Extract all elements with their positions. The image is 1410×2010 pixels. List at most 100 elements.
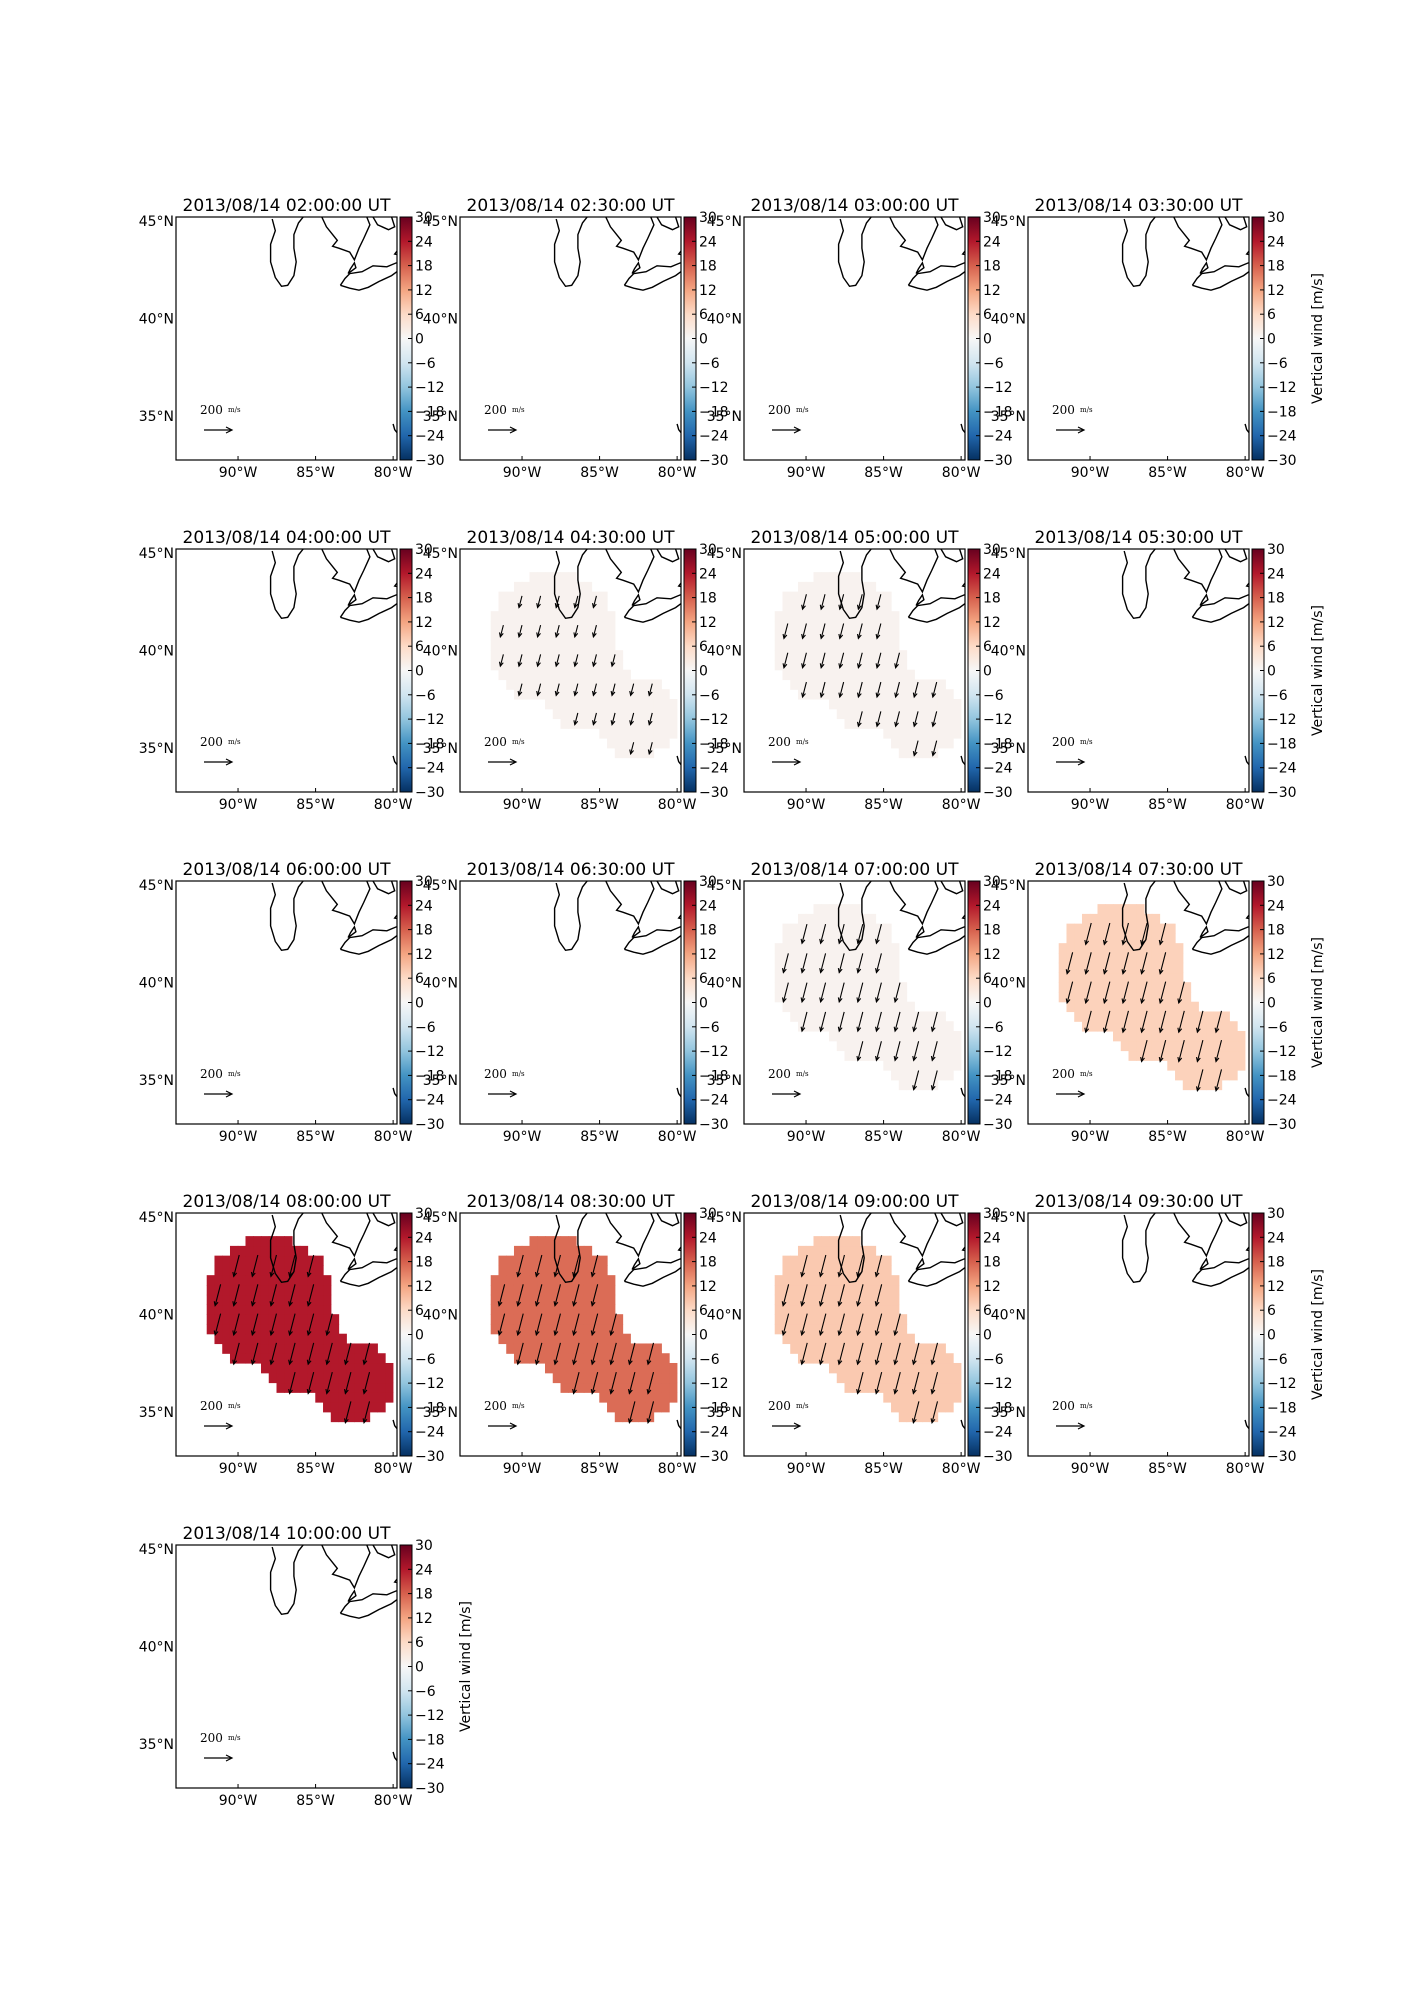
wind-cell bbox=[369, 1382, 378, 1393]
wind-cell bbox=[498, 1333, 507, 1345]
wind-cell bbox=[544, 1343, 554, 1354]
colorbar-tick-label: −18 bbox=[1267, 1400, 1297, 1416]
wind-cell bbox=[805, 591, 815, 602]
coastline bbox=[605, 549, 655, 594]
wind-cell bbox=[805, 962, 815, 974]
wind-cell bbox=[354, 1382, 363, 1393]
wind-cell bbox=[253, 1304, 262, 1315]
coastline bbox=[623, 926, 681, 950]
wind-cell bbox=[922, 1382, 931, 1393]
wind-cell bbox=[953, 698, 962, 710]
wind-cell bbox=[653, 738, 662, 749]
wind-cell bbox=[521, 650, 531, 661]
wind-cell bbox=[614, 689, 624, 700]
wind-cell bbox=[214, 1294, 223, 1306]
wind-cell bbox=[529, 581, 538, 593]
wind-cell bbox=[630, 1362, 639, 1374]
wind-cell bbox=[922, 1392, 931, 1403]
wind-cell bbox=[315, 1255, 324, 1266]
colorbar-tick-label: 0 bbox=[415, 664, 424, 680]
wind-cell bbox=[774, 650, 784, 661]
coastline bbox=[889, 1213, 939, 1258]
wind-cell bbox=[614, 708, 624, 720]
wind-cell bbox=[544, 679, 554, 690]
wind-cell bbox=[828, 659, 838, 671]
wind-arrow bbox=[590, 1371, 599, 1395]
x-tick-label: 80°W bbox=[658, 1129, 697, 1145]
wind-cell bbox=[1112, 943, 1122, 954]
wind-cell bbox=[790, 650, 799, 661]
wind-cell bbox=[1175, 1011, 1184, 1022]
wind-cell bbox=[805, 1001, 815, 1013]
wind-cell bbox=[537, 1284, 546, 1296]
wind-cell bbox=[860, 601, 869, 612]
wind-cell bbox=[552, 698, 562, 710]
wind-cell bbox=[237, 1343, 247, 1354]
wind-cell bbox=[813, 640, 822, 651]
wind-cell bbox=[268, 1343, 278, 1354]
wind-arrow bbox=[856, 681, 863, 699]
wind-cell bbox=[1128, 972, 1137, 983]
map-frame bbox=[175, 1212, 398, 1457]
colorbar-tick-label: 18 bbox=[415, 259, 433, 275]
wind-cell bbox=[614, 698, 624, 710]
wind-cell bbox=[599, 601, 608, 612]
wind-cell bbox=[797, 952, 807, 964]
wind-cell bbox=[860, 659, 869, 671]
wind-arrow bbox=[610, 654, 616, 668]
wind-cell bbox=[790, 1323, 799, 1335]
wind-cell bbox=[867, 1362, 877, 1374]
wind-cell bbox=[891, 1021, 900, 1032]
wind-cell bbox=[821, 1294, 830, 1306]
colorbar-tick-label: 6 bbox=[699, 1303, 708, 1319]
wind-cell bbox=[630, 689, 639, 700]
wind-cell bbox=[490, 1304, 500, 1315]
wind-cell bbox=[229, 1294, 239, 1306]
wind-cell bbox=[292, 1294, 301, 1306]
wind-arrow bbox=[590, 1313, 599, 1337]
panel-title: 2013/08/14 02:30:00 UT bbox=[467, 196, 676, 216]
wind-cell bbox=[774, 991, 784, 1003]
wind-cell bbox=[630, 728, 639, 739]
wind-cell bbox=[898, 1382, 908, 1393]
colorbar-tick-label: −12 bbox=[699, 1044, 729, 1060]
wind-cell bbox=[805, 659, 815, 671]
quiver-key-arrow-head bbox=[1077, 1422, 1086, 1430]
quiver-key-units: m/s bbox=[796, 738, 809, 746]
wind-arrow bbox=[931, 740, 938, 757]
wind-cell bbox=[276, 1314, 285, 1325]
wind-arrow bbox=[610, 683, 616, 697]
wind-cell bbox=[206, 1304, 216, 1315]
wind-cell bbox=[599, 1362, 608, 1374]
wind-cell bbox=[315, 1343, 324, 1354]
x-tick-label: 85°W bbox=[296, 1793, 335, 1809]
wind-cell bbox=[828, 698, 838, 710]
wind-arrow bbox=[629, 683, 635, 697]
wind-cell bbox=[599, 728, 608, 739]
wind-arrow bbox=[554, 624, 560, 639]
wind-cell bbox=[797, 991, 807, 1003]
wind-cell bbox=[338, 1353, 347, 1364]
wind-cell bbox=[552, 611, 562, 622]
wind-cell bbox=[498, 1304, 507, 1315]
wind-cell bbox=[836, 1040, 846, 1052]
wind-cell bbox=[583, 1353, 593, 1364]
wind-cell bbox=[797, 591, 807, 602]
wind-cell bbox=[937, 1372, 946, 1384]
x-tick-label: 80°W bbox=[374, 1793, 413, 1809]
wind-cell bbox=[1105, 1011, 1114, 1022]
wind-cell bbox=[790, 1284, 799, 1296]
wind-cell bbox=[622, 1362, 631, 1374]
wind-arrow bbox=[590, 1254, 599, 1278]
wind-cell bbox=[1105, 1021, 1114, 1032]
coastline bbox=[372, 549, 396, 563]
coastline bbox=[624, 1246, 681, 1287]
wind-cell bbox=[1089, 991, 1099, 1003]
quiver-key-value: 200 bbox=[200, 1067, 223, 1081]
wind-cell bbox=[844, 640, 853, 651]
wind-cell bbox=[844, 650, 853, 661]
wind-cell bbox=[1128, 962, 1137, 974]
wind-cell bbox=[922, 1050, 931, 1061]
wind-cell bbox=[529, 630, 538, 642]
